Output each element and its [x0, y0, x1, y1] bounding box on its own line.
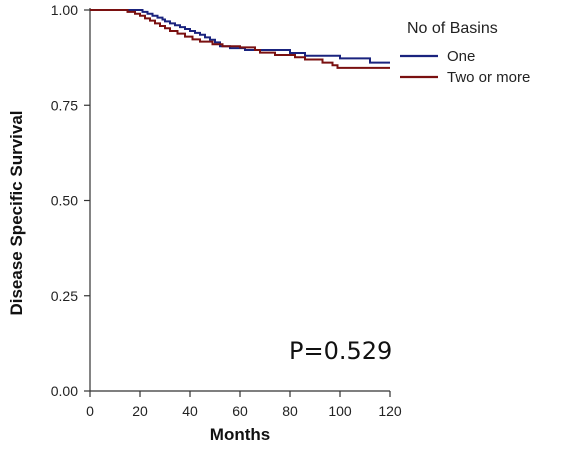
x-tick-label-0: 0 — [86, 403, 94, 419]
y-tick-label-2: 0.50 — [51, 193, 78, 209]
y-tick-label-3: 0.75 — [51, 97, 78, 113]
x-tick-label-3: 60 — [232, 403, 248, 419]
x-tick-label-5: 100 — [328, 403, 352, 419]
labels-layer: 0.00 0.25 0.50 0.75 1.00 0 20 40 60 80 100 120 — [51, 2, 402, 419]
axes-layer — [84, 8, 391, 397]
y-tick-label-1: 0.25 — [51, 288, 78, 304]
series-line-1 — [90, 9, 390, 64]
x-axis-title: Months — [210, 425, 270, 444]
y-axis-title: Disease Specific Survival — [7, 110, 26, 315]
series-line-2 — [90, 9, 390, 69]
y-tick-label-4: 1.00 — [51, 2, 78, 18]
legend-label-1: One — [447, 48, 475, 65]
legend-label-2: Two or more — [447, 69, 530, 86]
x-tick-label-6: 120 — [378, 403, 402, 419]
series-layer — [90, 9, 390, 69]
x-tick-label-4: 80 — [282, 403, 298, 419]
legend: One Two or more — [400, 48, 530, 86]
p-value-annotation: P=0.529 — [289, 337, 392, 365]
legend-title: No of Basins — [407, 20, 498, 37]
x-tick-label-2: 40 — [182, 403, 198, 419]
x-tick-label-1: 20 — [132, 403, 148, 419]
y-tick-label-0: 0.00 — [51, 383, 78, 399]
